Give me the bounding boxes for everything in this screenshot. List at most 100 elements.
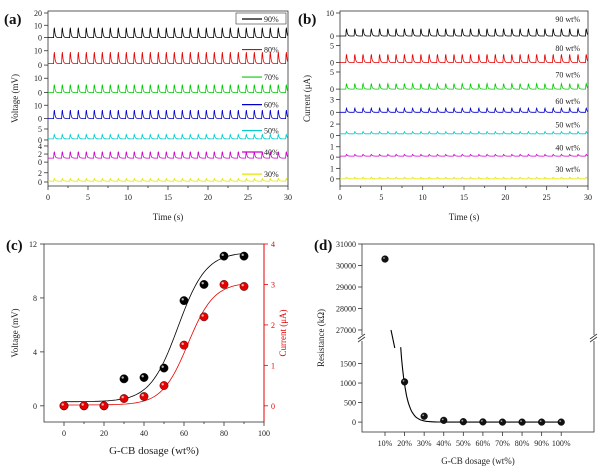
series-label: 40 wt% [555,144,580,153]
point-highlight [480,420,483,422]
y-tick-label: 0 [330,175,334,184]
point-highlight [161,383,164,386]
trace-50- [48,133,288,140]
panel-label: (a) [4,12,22,28]
y-tick-label: 8 [33,294,37,303]
x-tick-label: 60 [180,429,188,438]
x-axis-label: Time (s) [449,212,479,222]
series-label: 60 wt% [555,97,580,106]
y-tick-label: 1 [330,143,334,152]
x-tick-label: 5 [379,193,383,202]
point-highlight [559,420,562,422]
panel-label: (b) [298,12,316,28]
x-tick-label: 100 [258,429,270,438]
point-highlight [383,257,385,259]
y-tick-label: 2 [38,150,42,159]
data-point [400,378,409,386]
data-point [459,418,467,426]
y-tick-label: 5 [330,68,334,77]
data-point-current [179,340,189,350]
series-label: 80 wt% [555,44,580,53]
y-tick-label: 0 [330,59,334,68]
series-label: 90 wt% [555,15,580,24]
data-point [557,418,565,426]
x-tick-label: 60% [476,439,491,448]
series-label: 50 wt% [555,120,580,129]
x-axis-label: G-CB dosage (wt%) [441,456,515,466]
x-tick-label: 0 [62,429,66,438]
y-tick-label: 0 [330,132,334,141]
x-tick-label: 30 [284,193,292,202]
trace-90-wt- [340,28,588,37]
point-highlight [121,396,124,399]
point-highlight [241,253,244,257]
x-tick-label: 90% [534,439,549,448]
x-tick-label: 80% [515,439,530,448]
point-highlight [141,375,144,378]
point-highlight [121,376,124,379]
x-tick-label: 0 [338,193,342,202]
point-highlight [81,403,84,406]
point-highlight [441,418,444,421]
data-point-current [139,392,149,401]
x-tick-label: 30% [417,439,432,448]
data-point [381,255,389,263]
data-point-voltage [159,363,169,373]
point-highlight [141,394,144,397]
x-tick-label: 40 [140,429,148,438]
y-tick-label: 2 [38,169,42,178]
y-tick-label: 0 [330,32,334,41]
legend-label: 50% [264,127,279,136]
y-tick-label: 30000 [336,262,356,271]
axis-break-mark [357,333,366,340]
point-highlight [241,283,244,287]
x-tick-label: 25 [244,193,252,202]
legend-label: 40% [264,148,279,157]
data-point-voltage [139,373,149,382]
legend-label: 30% [264,170,279,179]
x-tick-label: 100% [552,439,571,448]
data-point-voltage [179,296,189,306]
y2-tick-label: 1 [271,361,275,370]
y-tick-label: 2 [330,120,334,129]
x-tick-label: 30 [584,193,592,202]
x-tick-label: 70% [495,439,510,448]
point-highlight [201,281,204,285]
series-label: 30 wt% [555,165,580,174]
axis-break-mark [589,333,598,340]
y-tick-label: 4 [38,142,42,151]
y-tick-label: 3 [330,95,334,104]
trace-30-wt- [340,176,588,180]
legend-label: 70% [264,73,279,82]
trace-70-wt- [340,82,588,90]
y2-tick-label: 4 [271,240,275,249]
point-highlight [221,281,224,285]
y-tick-label: 10 [326,9,334,18]
point-highlight [161,365,164,368]
trace-30- [48,177,288,182]
x-axis-label: Time (s) [153,212,183,222]
y2-tick-label: 0 [271,402,275,411]
y-tick-label: 27000 [336,326,356,335]
y-axis-label: Voltage (mV) [10,74,20,123]
trace-70- [48,84,288,93]
y-axis-label: Resistance (kΩ) [316,309,326,367]
x-tick-label: 40% [436,439,451,448]
point-highlight [402,379,405,382]
x-tick-label: 20 [204,193,212,202]
y-tick-label: 0 [38,34,42,43]
y-tick-label: 20 [34,9,42,18]
y-tick-label: 5 [330,41,334,50]
x-tick-label: 20 [501,193,509,202]
data-point [479,418,487,426]
data-point [538,418,546,426]
y-tick-label: 0 [38,61,42,70]
y-tick-label: 0 [38,115,42,124]
data-point-current [119,394,129,403]
y-tick-label: 4 [33,348,37,357]
x-axis-label: G-CB dosage (wt%) [109,445,199,457]
trace-90- [48,27,288,38]
